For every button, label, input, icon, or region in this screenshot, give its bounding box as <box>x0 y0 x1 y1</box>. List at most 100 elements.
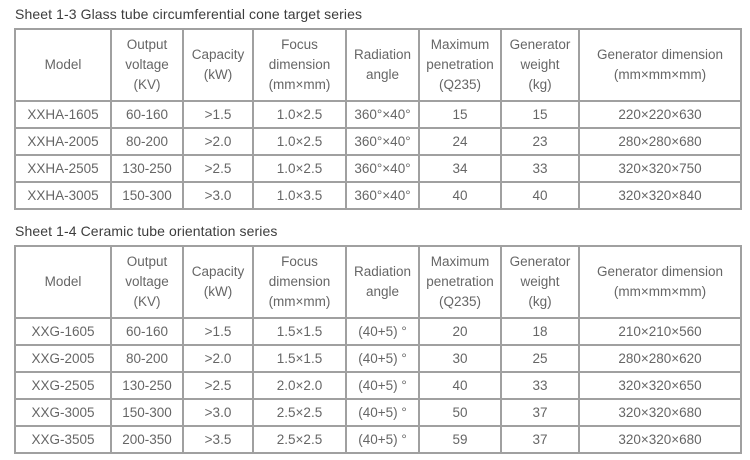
cell-radiation-angle: 360°×40° <box>345 127 420 156</box>
cell-max-penetration: 40 <box>418 371 502 400</box>
cell-focus-dimension: 2.0×2.0 <box>252 371 347 400</box>
cell-generator-dimension: 320×320×750 <box>578 154 742 183</box>
cell-radiation-angle: (40+5) ° <box>345 425 420 454</box>
table-row: XXG-2505 130-250 >2.5 2.0×2.0 (40+5) ° 4… <box>14 371 742 400</box>
header-cell-generator-weight: Generator weight (kg) <box>500 245 580 319</box>
spec-sheet-page: Sheet 1-3 Glass tube circumferential con… <box>14 6 750 454</box>
cell-generator-dimension: 280×280×620 <box>578 344 742 373</box>
cell-focus-dimension: 2.5×2.5 <box>252 398 347 427</box>
header-cell-radiation-angle: Radiation angle <box>345 28 420 102</box>
cell-model: XXG-3505 <box>14 425 112 454</box>
cell-output-voltage: 60-160 <box>110 100 184 129</box>
cell-generator-weight: 23 <box>500 127 580 156</box>
cell-focus-dimension: 1.0×2.5 <box>252 100 347 129</box>
cell-model: XXG-1605 <box>14 317 112 346</box>
header-cell-max-penetration: Maximum penetration (Q235) <box>418 28 502 102</box>
cell-generator-dimension: 220×220×630 <box>578 100 742 129</box>
header-row: Model Output voltage (KV) Capacity (kW) … <box>14 28 742 102</box>
cell-generator-weight: 15 <box>500 100 580 129</box>
glass-tube-table-section: Sheet 1-3 Glass tube circumferential con… <box>14 6 750 210</box>
cell-generator-weight: 40 <box>500 181 580 210</box>
glass-tube-spec-table: Model Output voltage (KV) Capacity (kW) … <box>14 28 742 210</box>
cell-model: XXG-2005 <box>14 344 112 373</box>
ceramic-tube-spec-table: Model Output voltage (KV) Capacity (kW) … <box>14 245 742 454</box>
cell-max-penetration: 24 <box>418 127 502 156</box>
header-cell-model: Model <box>14 245 112 319</box>
cell-max-penetration: 15 <box>418 100 502 129</box>
cell-focus-dimension: 1.5×1.5 <box>252 317 347 346</box>
cell-generator-dimension: 320×320×680 <box>578 425 742 454</box>
cell-generator-weight: 18 <box>500 317 580 346</box>
table-row: XXG-1605 60-160 >1.5 1.5×1.5 (40+5) ° 20… <box>14 317 742 346</box>
cell-output-voltage: 80-200 <box>110 344 184 373</box>
cell-output-voltage: 60-160 <box>110 317 184 346</box>
sheet-1-3-title: Sheet 1-3 Glass tube circumferential con… <box>15 6 363 22</box>
cell-radiation-angle: 360°×40° <box>345 154 420 183</box>
cell-capacity: >3.0 <box>182 181 254 210</box>
cell-generator-dimension: 210×210×560 <box>578 317 742 346</box>
cell-max-penetration: 50 <box>418 398 502 427</box>
cell-radiation-angle: (40+5) ° <box>345 398 420 427</box>
cell-capacity: >2.0 <box>182 127 254 156</box>
table-row: XXHA-3005 150-300 >3.0 1.0×3.5 360°×40° … <box>14 181 742 210</box>
header-row: Model Output voltage (KV) Capacity (kW) … <box>14 245 742 319</box>
table-row: XXHA-1605 60-160 >1.5 1.0×2.5 360°×40° 1… <box>14 100 742 129</box>
header-cell-generator-weight: Generator weight (kg) <box>500 28 580 102</box>
cell-capacity: >2.5 <box>182 154 254 183</box>
cell-focus-dimension: 2.5×2.5 <box>252 425 347 454</box>
header-cell-output-voltage: Output voltage (KV) <box>110 245 184 319</box>
table-row: XXG-3505 200-350 >3.5 2.5×2.5 (40+5) ° 5… <box>14 425 742 454</box>
header-cell-radiation-angle: Radiation angle <box>345 245 420 319</box>
table-row: XXG-2005 80-200 >2.0 1.5×1.5 (40+5) ° 30… <box>14 344 742 373</box>
cell-output-voltage: 130-250 <box>110 371 184 400</box>
cell-radiation-angle: 360°×40° <box>345 181 420 210</box>
cell-generator-dimension: 320×320×650 <box>578 371 742 400</box>
cell-radiation-angle: (40+5) ° <box>345 371 420 400</box>
table-row: XXG-3005 150-300 >3.0 2.5×2.5 (40+5) ° 5… <box>14 398 742 427</box>
header-cell-capacity: Capacity (kW) <box>182 28 254 102</box>
cell-generator-weight: 25 <box>500 344 580 373</box>
cell-focus-dimension: 1.0×2.5 <box>252 154 347 183</box>
header-cell-capacity: Capacity (kW) <box>182 245 254 319</box>
cell-output-voltage: 200-350 <box>110 425 184 454</box>
cell-generator-weight: 33 <box>500 154 580 183</box>
header-cell-model: Model <box>14 28 112 102</box>
cell-generator-weight: 37 <box>500 425 580 454</box>
cell-capacity: >1.5 <box>182 100 254 129</box>
cell-max-penetration: 30 <box>418 344 502 373</box>
table-row: XXHA-2005 80-200 >2.0 1.0×2.5 360°×40° 2… <box>14 127 742 156</box>
table-row: XXHA-2505 130-250 >2.5 1.0×2.5 360°×40° … <box>14 154 742 183</box>
header-cell-generator-dimension: Generator dimension (mm×mm×mm) <box>578 245 742 319</box>
cell-capacity: >2.5 <box>182 371 254 400</box>
cell-generator-weight: 33 <box>500 371 580 400</box>
cell-capacity: >3.0 <box>182 398 254 427</box>
cell-focus-dimension: 1.0×3.5 <box>252 181 347 210</box>
cell-max-penetration: 20 <box>418 317 502 346</box>
cell-max-penetration: 59 <box>418 425 502 454</box>
cell-model: XXG-2505 <box>14 371 112 400</box>
header-cell-output-voltage: Output voltage (KV) <box>110 28 184 102</box>
header-cell-generator-dimension: Generator dimension (mm×mm×mm) <box>578 28 742 102</box>
cell-generator-weight: 37 <box>500 398 580 427</box>
cell-model: XXHA-1605 <box>14 100 112 129</box>
cell-generator-dimension: 320×320×840 <box>578 181 742 210</box>
cell-generator-dimension: 320×320×680 <box>578 398 742 427</box>
cell-max-penetration: 34 <box>418 154 502 183</box>
cell-generator-dimension: 280×280×680 <box>578 127 742 156</box>
cell-capacity: >1.5 <box>182 317 254 346</box>
cell-radiation-angle: 360°×40° <box>345 100 420 129</box>
cell-max-penetration: 40 <box>418 181 502 210</box>
sheet-1-4-title: Sheet 1-4 Ceramic tube orientation serie… <box>15 223 278 239</box>
cell-model: XXG-3005 <box>14 398 112 427</box>
cell-radiation-angle: (40+5) ° <box>345 317 420 346</box>
cell-output-voltage: 80-200 <box>110 127 184 156</box>
header-cell-focus-dimension: Focus dimension (mm×mm) <box>252 28 347 102</box>
cell-capacity: >3.5 <box>182 425 254 454</box>
header-cell-max-penetration: Maximum penetration (Q235) <box>418 245 502 319</box>
cell-model: XXHA-2005 <box>14 127 112 156</box>
header-cell-focus-dimension: Focus dimension (mm×mm) <box>252 245 347 319</box>
cell-output-voltage: 150-300 <box>110 398 184 427</box>
cell-capacity: >2.0 <box>182 344 254 373</box>
cell-output-voltage: 130-250 <box>110 154 184 183</box>
cell-focus-dimension: 1.0×2.5 <box>252 127 347 156</box>
